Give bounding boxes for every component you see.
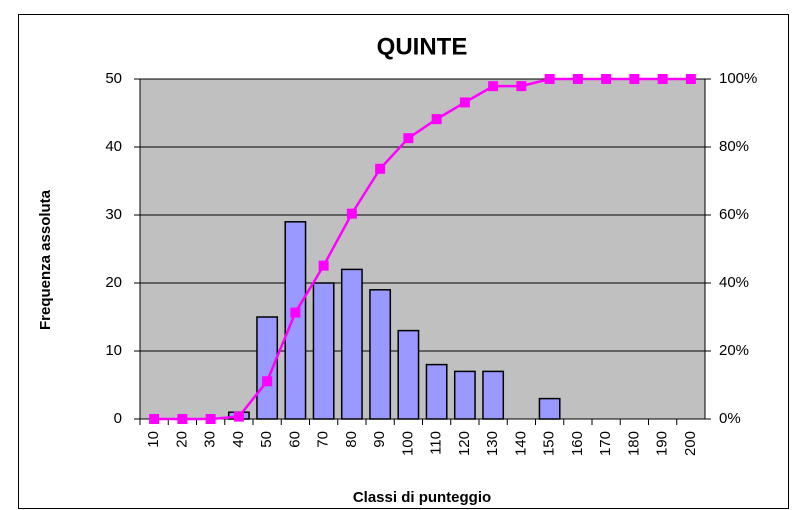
marker bbox=[262, 376, 273, 387]
marker bbox=[205, 414, 216, 424]
bar bbox=[284, 221, 307, 420]
x-tick-label: 80 bbox=[343, 431, 360, 448]
y-tick-label: 0 bbox=[114, 410, 122, 427]
marker bbox=[516, 81, 527, 92]
y-tick-label: 10 bbox=[105, 342, 122, 359]
x-tick-label: 50 bbox=[258, 431, 275, 448]
bar bbox=[453, 370, 476, 420]
x-axis-label: Classi di punteggio bbox=[353, 489, 491, 506]
y2-tick-label: 0% bbox=[719, 410, 741, 427]
x-tick-label: 10 bbox=[145, 431, 162, 448]
bar bbox=[312, 282, 335, 420]
marker bbox=[657, 74, 668, 84]
x-tick-label: 170 bbox=[597, 431, 614, 456]
marker bbox=[629, 74, 640, 84]
y2-tick-label: 100% bbox=[719, 70, 757, 87]
marker bbox=[572, 74, 583, 84]
x-tick-label: 30 bbox=[202, 431, 219, 448]
chart-title: QUINTE bbox=[377, 33, 468, 60]
y2-tick-label: 20% bbox=[719, 342, 749, 359]
bar bbox=[538, 397, 561, 420]
bar bbox=[256, 316, 279, 420]
marker bbox=[601, 74, 612, 84]
marker bbox=[233, 411, 244, 422]
marker bbox=[318, 260, 329, 271]
bar bbox=[369, 289, 392, 420]
y-tick-label: 20 bbox=[105, 274, 122, 291]
bar bbox=[397, 329, 420, 420]
marker bbox=[149, 414, 160, 424]
x-tick-label: 60 bbox=[286, 431, 303, 448]
x-tick-label: 120 bbox=[456, 431, 473, 456]
marker bbox=[488, 81, 499, 92]
bar bbox=[340, 268, 363, 420]
marker bbox=[375, 163, 386, 174]
y-tick-label: 50 bbox=[105, 70, 122, 87]
x-tick-label: 40 bbox=[230, 431, 247, 448]
y2-tick-label: 40% bbox=[719, 274, 749, 291]
x-tick-label: 150 bbox=[541, 431, 558, 456]
x-tick-label: 20 bbox=[173, 431, 190, 448]
x-tick-label: 100 bbox=[399, 431, 416, 456]
x-tick-label: 90 bbox=[371, 431, 388, 448]
marker bbox=[431, 114, 442, 125]
x-tick-label: 190 bbox=[654, 431, 671, 456]
marker bbox=[403, 133, 414, 144]
plot-area bbox=[140, 79, 705, 419]
y-axis-label: Frequenza assoluta bbox=[37, 189, 54, 330]
x-tick-label: 110 bbox=[428, 431, 445, 455]
marker bbox=[685, 74, 696, 84]
y-tick-label: 30 bbox=[105, 206, 122, 223]
y2-tick-label: 60% bbox=[719, 206, 749, 223]
y-tick-label: 40 bbox=[105, 138, 122, 155]
x-tick-label: 200 bbox=[682, 431, 699, 456]
x-tick-label: 160 bbox=[569, 431, 586, 456]
bar bbox=[482, 370, 505, 420]
bar bbox=[425, 363, 448, 420]
marker bbox=[290, 307, 301, 318]
x-tick-label: 140 bbox=[512, 431, 529, 456]
marker bbox=[346, 208, 357, 219]
y2-tick-label: 80% bbox=[719, 138, 749, 155]
marker bbox=[544, 74, 555, 84]
x-tick-label: 130 bbox=[484, 431, 501, 456]
x-tick-label: 180 bbox=[625, 431, 642, 456]
x-tick-label: 70 bbox=[315, 431, 332, 448]
marker bbox=[177, 414, 188, 424]
marker bbox=[459, 97, 470, 108]
